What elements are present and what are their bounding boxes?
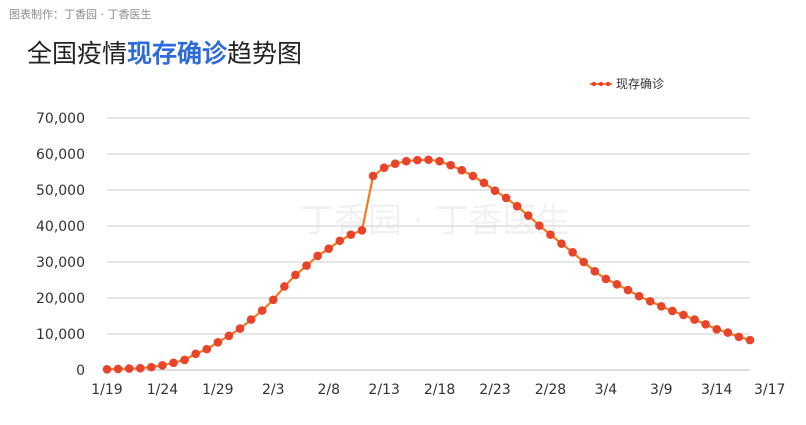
data-point[interactable] — [291, 270, 300, 280]
data-point[interactable] — [257, 306, 267, 315]
y-tick-label: 50,000 — [36, 183, 85, 199]
legend-line-marker-icon — [590, 81, 612, 86]
chart-title: 全国疫情现存确诊趋势图 — [27, 34, 302, 70]
data-point[interactable] — [623, 285, 633, 295]
data-point[interactable] — [147, 362, 156, 372]
data-point[interactable] — [701, 319, 710, 329]
data-point[interactable] — [712, 325, 722, 334]
data-point[interactable] — [657, 301, 666, 311]
x-tick-label: 3/17 — [754, 382, 785, 398]
data-point[interactable] — [435, 156, 444, 166]
data-point[interactable] — [557, 239, 566, 248]
data-point[interactable] — [135, 363, 145, 373]
data-point[interactable] — [601, 274, 611, 284]
y-tick-label: 70,000 — [36, 111, 85, 127]
x-tick-label: 3/9 — [650, 382, 673, 398]
data-point[interactable] — [280, 282, 289, 291]
data-point[interactable] — [169, 358, 178, 368]
x-tick-label: 2/8 — [317, 382, 340, 398]
data-point[interactable] — [402, 156, 411, 166]
x-tick-label: 2/28 — [535, 382, 566, 398]
data-point[interactable] — [368, 171, 378, 181]
data-point[interactable] — [357, 226, 367, 235]
chart-legend[interactable]: 现存确诊 — [590, 75, 664, 92]
x-tick-label: 2/23 — [479, 382, 510, 398]
data-point[interactable] — [690, 315, 699, 324]
title-suffix: 趋势图 — [227, 39, 303, 68]
legend-label: 现存确诊 — [616, 77, 665, 91]
data-point[interactable] — [202, 344, 212, 354]
data-point[interactable] — [512, 201, 522, 211]
data-point[interactable] — [523, 211, 533, 220]
y-gridlines — [107, 117, 750, 371]
data-point[interactable] — [191, 349, 200, 359]
data-point[interactable] — [612, 280, 622, 289]
data-point[interactable] — [734, 332, 744, 342]
data-point[interactable] — [468, 171, 478, 181]
data-point[interactable] — [457, 165, 467, 175]
data-point[interactable] — [346, 230, 356, 239]
data-point[interactable] — [324, 244, 334, 253]
data-point[interactable] — [246, 315, 256, 324]
data-point[interactable] — [235, 324, 245, 333]
data-point[interactable] — [645, 296, 655, 306]
x-tick-label: 3/14 — [701, 382, 733, 398]
data-point[interactable] — [501, 193, 511, 203]
data-point[interactable] — [390, 159, 400, 169]
data-point[interactable] — [723, 328, 733, 337]
y-tick-label: 0 — [76, 363, 85, 379]
data-point[interactable] — [546, 230, 555, 239]
y-axis-ticks: 0 10,000 20,000 30,000 40,000 50,000 60,000 70,… — [36, 111, 85, 379]
data-point[interactable] — [180, 355, 189, 365]
data-point[interactable] — [490, 186, 500, 196]
data-point[interactable] — [668, 306, 677, 316]
title-highlight: 现存确诊 — [127, 39, 228, 68]
x-tick-label: 1/19 — [91, 382, 122, 398]
y-tick-label: 40,000 — [36, 219, 85, 235]
data-point[interactable] — [102, 364, 112, 374]
data-point[interactable] — [413, 155, 422, 165]
data-point[interactable] — [634, 291, 644, 301]
data-point[interactable] — [124, 364, 134, 373]
x-tick-label: 1/29 — [202, 382, 233, 398]
x-tick-label: 1/24 — [147, 382, 179, 398]
data-point[interactable] — [379, 163, 389, 172]
title-prefix: 全国疫情 — [27, 39, 128, 68]
data-point[interactable] — [113, 364, 123, 374]
y-tick-label: 10,000 — [36, 327, 85, 343]
data-point[interactable] — [213, 337, 223, 347]
data-point[interactable] — [679, 310, 688, 320]
data-point[interactable] — [158, 361, 167, 370]
data-point[interactable] — [568, 247, 577, 257]
data-point[interactable] — [224, 331, 234, 341]
x-tick-label: 2/13 — [368, 382, 399, 398]
data-point[interactable] — [424, 155, 433, 165]
data-point[interactable] — [479, 178, 489, 188]
x-axis-ticks: 1/19 1/24 1/29 2/3 2/8 2/13 2/18 2/23 2/28 3/4 3/9… — [91, 382, 785, 398]
data-point[interactable] — [335, 236, 345, 246]
data-point[interactable] — [446, 160, 455, 170]
data-point[interactable] — [313, 251, 322, 261]
data-point[interactable] — [535, 221, 544, 230]
y-tick-label: 20,000 — [36, 291, 85, 307]
watermark-text: 丁香园 · 丁香医生 — [300, 201, 570, 241]
y-tick-label: 60,000 — [36, 147, 85, 163]
data-point[interactable] — [579, 257, 589, 267]
chart-credit: 图表制作：丁香园 · 丁香医生 — [9, 8, 152, 21]
series-line — [106, 158, 751, 371]
data-point[interactable] — [268, 295, 278, 305]
series-points — [102, 155, 755, 374]
x-tick-label: 3/4 — [595, 382, 618, 398]
y-tick-label: 30,000 — [36, 255, 85, 271]
data-point[interactable] — [590, 267, 600, 276]
data-point[interactable] — [302, 261, 311, 270]
data-point[interactable] — [745, 335, 755, 345]
x-tick-label: 2/18 — [424, 382, 455, 398]
x-tick-label: 2/3 — [262, 382, 285, 398]
